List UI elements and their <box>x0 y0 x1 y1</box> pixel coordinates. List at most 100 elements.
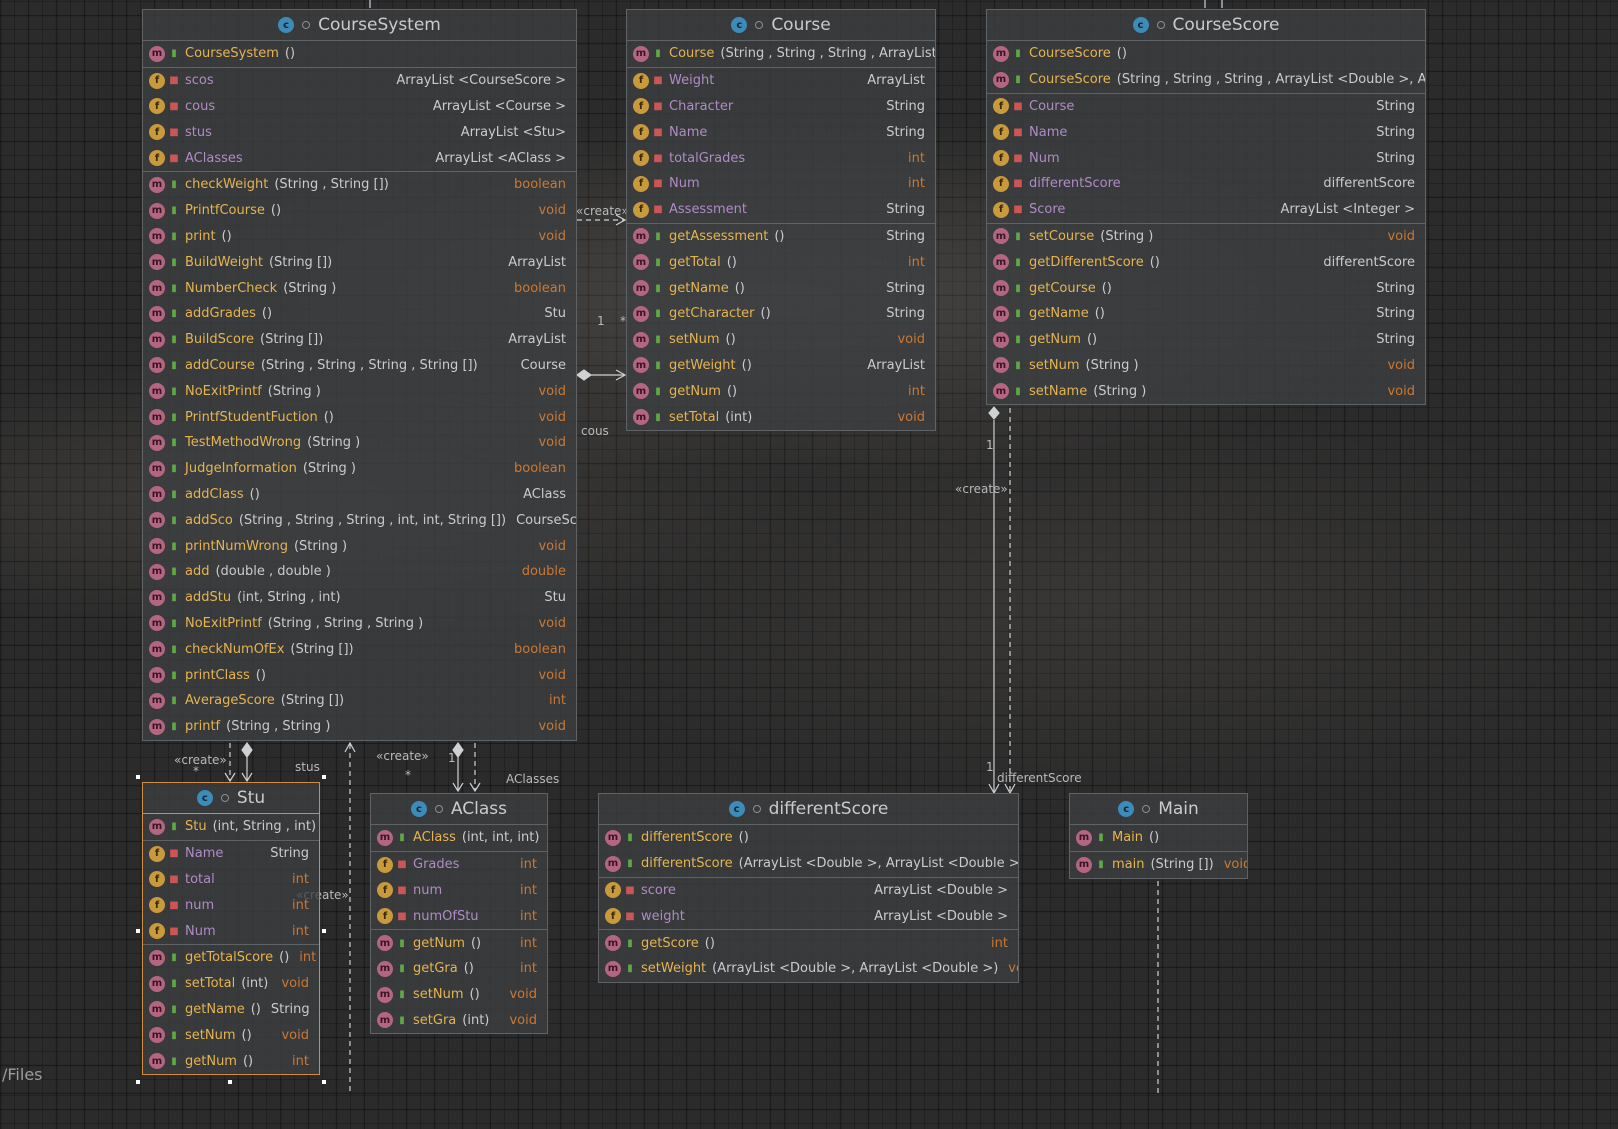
field-row[interactable]: f ■ score ArrayList <Double > <box>599 878 1018 904</box>
field-row[interactable]: f ■ Name String <box>143 841 319 867</box>
method-row[interactable]: m ▮ getNum () int <box>371 930 547 956</box>
field-row[interactable]: f ■ Weight ArrayList <box>627 68 935 94</box>
method-row[interactable]: m ▮ getNum () String <box>987 327 1425 353</box>
constructor-row[interactable]: m ▮ Main () <box>1070 825 1247 851</box>
class-course[interactable]: c Course m ▮ Course (String , String , String… <box>626 9 936 431</box>
method-row[interactable]: m ▮ getNum () int <box>143 1048 319 1074</box>
class-title[interactable]: Course <box>771 15 831 35</box>
method-row[interactable]: m ▮ NoExitPrintf (String , String , String … <box>143 611 576 637</box>
field-row[interactable]: f ■ scos ArrayList <CourseScore > <box>143 68 576 94</box>
method-row[interactable]: m ▮ setNum () void <box>143 1022 319 1048</box>
class-title[interactable]: CourseScore <box>1172 15 1280 35</box>
class-title[interactable]: AClass <box>450 799 508 819</box>
method-row[interactable]: m ▮ setNum () void <box>627 327 935 353</box>
method-row[interactable]: m ▮ NoExitPrintf (String ) void <box>143 378 576 404</box>
field-row[interactable]: f ■ stus ArrayList <Stu> <box>143 119 576 145</box>
method-row[interactable]: m ▮ setTotal (int) void <box>627 404 935 430</box>
method-row[interactable]: m ▮ NumberCheck (String ) boolean <box>143 275 576 301</box>
field-row[interactable]: f ■ total int <box>143 867 319 893</box>
field-row[interactable]: f ■ Assessment String <box>627 197 935 223</box>
field-row[interactable]: f ■ Num int <box>627 171 935 197</box>
method-row[interactable]: m ▮ getAssessment () String <box>627 224 935 250</box>
method-row[interactable]: m ▮ print () void <box>143 224 576 250</box>
field-row[interactable]: f ■ Num String <box>987 145 1425 171</box>
constructor-row[interactable]: m ▮ differentScore () <box>599 825 1018 851</box>
constructor-row[interactable]: m ▮ AClass (int, int, int) <box>371 825 547 851</box>
method-row[interactable]: m ▮ addClass () AClass <box>143 482 576 508</box>
field-name: differentScore <box>1029 176 1121 192</box>
method-row[interactable]: m ▮ getName () String <box>143 997 319 1023</box>
method-row[interactable]: m ▮ getWeight () ArrayList <box>627 353 935 379</box>
method-row[interactable]: m ▮ BuildScore (String []) ArrayList <box>143 327 576 353</box>
method-row[interactable]: m ▮ checkNumOfEx (String []) boolean <box>143 636 576 662</box>
field-row[interactable]: f ■ num int <box>143 892 319 918</box>
method-row[interactable]: m ▮ getName () String <box>627 275 935 301</box>
method-row[interactable]: m ▮ add (double , double ) double <box>143 559 576 585</box>
constructor-row[interactable]: m ▮ CourseScore () <box>987 41 1425 67</box>
method-row[interactable]: m ▮ addGrades () Stu <box>143 301 576 327</box>
field-row[interactable]: f ■ Num int <box>143 918 319 944</box>
constructor-row[interactable]: m ▮ Stu (int, String , int) <box>143 814 319 840</box>
class-title[interactable]: Main <box>1158 799 1199 819</box>
class-different-score[interactable]: c differentScore m ▮ differentScore () m ▮ diffe… <box>598 793 1019 983</box>
constructor-row[interactable]: m ▮ CourseSystem () <box>143 41 576 67</box>
constructor-row[interactable]: m ▮ CourseScore (String , String , String ,… <box>987 67 1425 93</box>
method-row[interactable]: m ▮ setTotal (int) void <box>143 971 319 997</box>
field-row[interactable]: f ■ totalGrades int <box>627 145 935 171</box>
field-row[interactable]: f ■ Name String <box>627 119 935 145</box>
method-row[interactable]: m ▮ PrintfStudentFuction () void <box>143 404 576 430</box>
field-row[interactable]: f ■ AClasses ArrayList <AClass > <box>143 145 576 171</box>
class-course-system[interactable]: c CourseSystem m ▮ CourseSystem () f ■ scos Array… <box>142 9 577 741</box>
field-row[interactable]: f ■ Course String <box>987 94 1425 120</box>
method-row[interactable]: m ▮ getName () String <box>987 301 1425 327</box>
method-row[interactable]: m ▮ printNumWrong (String ) void <box>143 533 576 559</box>
method-row[interactable]: m ▮ addStu (int, String , int) Stu <box>143 585 576 611</box>
class-title[interactable]: differentScore <box>768 799 889 819</box>
method-row[interactable]: m ▮ addSco (String , String , String , int,… <box>143 507 576 533</box>
field-row[interactable]: f ■ Name String <box>987 119 1425 145</box>
method-row[interactable]: m ▮ setGra (int) void <box>371 1008 547 1034</box>
field-row[interactable]: f ■ Character String <box>627 94 935 120</box>
field-row[interactable]: f ■ Score ArrayList <Integer > <box>987 197 1425 223</box>
class-aclass[interactable]: c AClass m ▮ AClass (int, int, int) f ■ Grades in… <box>370 793 548 1035</box>
method-row[interactable]: m ▮ getCourse () String <box>987 275 1425 301</box>
method-row[interactable]: m ▮ getGra () int <box>371 956 547 982</box>
class-main[interactable]: c Main m ▮ Main () m ▮ main (String []) void <box>1069 793 1248 879</box>
class-title[interactable]: CourseSystem <box>318 15 441 35</box>
field-row[interactable]: f ■ numOfStu int <box>371 903 547 929</box>
field-row[interactable]: f ■ differentScore differentScore <box>987 171 1425 197</box>
field-icon: f <box>633 201 649 218</box>
method-row[interactable]: m ▮ setCourse (String ) void <box>987 224 1425 250</box>
method-row[interactable]: m ▮ TestMethodWrong (String ) void <box>143 430 576 456</box>
method-row[interactable]: m ▮ getScore () int <box>599 930 1018 956</box>
method-row[interactable]: m ▮ setName (String ) void <box>987 378 1425 404</box>
field-row[interactable]: f ■ num int <box>371 878 547 904</box>
method-row[interactable]: m ▮ setWeight (ArrayList <Double >, ArrayLi… <box>599 956 1018 982</box>
method-row[interactable]: m ▮ getTotalScore () int <box>143 945 319 971</box>
method-row[interactable]: m ▮ PrintfCourse () void <box>143 198 576 224</box>
method-row[interactable]: m ▮ getDifferentScore () differentScore <box>987 249 1425 275</box>
method-row[interactable]: m ▮ printf (String , String ) void <box>143 714 576 740</box>
method-row[interactable]: m ▮ BuildWeight (String []) ArrayList <box>143 249 576 275</box>
class-title[interactable]: Stu <box>236 788 266 808</box>
method-row[interactable]: m ▮ getNum () int <box>627 378 935 404</box>
class-course-score[interactable]: c CourseScore m ▮ CourseScore() m ▮ CourseScore… <box>986 9 1426 406</box>
method-row[interactable]: m ▮ JudgeInformation (String ) boolean <box>143 456 576 482</box>
field-row[interactable]: f ■ cous ArrayList <Course > <box>143 94 576 120</box>
method-row[interactable]: m ▮ checkWeight (String , String []) boolean <box>143 172 576 198</box>
field-row[interactable]: f ■ weight ArrayList <Double > <box>599 903 1018 929</box>
method-row[interactable]: m ▮ main (String []) void <box>1070 852 1247 878</box>
constructor-row[interactable]: m ▮ differentScore (ArrayList <Double >, Ar… <box>599 851 1018 877</box>
class-stu[interactable]: c Stu m ▮ Stu (int, String , int) f ■ Name String… <box>142 782 320 1075</box>
method-row[interactable]: m ▮ getCharacter () String <box>627 301 935 327</box>
method-row[interactable]: m ▮ addCourse (String , String , String , S… <box>143 353 576 379</box>
files-tab-label[interactable]: /Files <box>2 1065 43 1084</box>
method-row[interactable]: m ▮ setNum () void <box>371 982 547 1008</box>
field-row[interactable]: f ■ Grades int <box>371 852 547 878</box>
method-params: () <box>1094 306 1105 322</box>
method-row[interactable]: m ▮ getTotal () int <box>627 249 935 275</box>
method-row[interactable]: m ▮ setNum (String ) void <box>987 353 1425 379</box>
constructor-row[interactable]: m ▮ Course (String , String , String , Arra… <box>627 41 935 67</box>
method-row[interactable]: m ▮ printClass () void <box>143 662 576 688</box>
method-row[interactable]: m ▮ AverageScore (String []) int <box>143 688 576 714</box>
